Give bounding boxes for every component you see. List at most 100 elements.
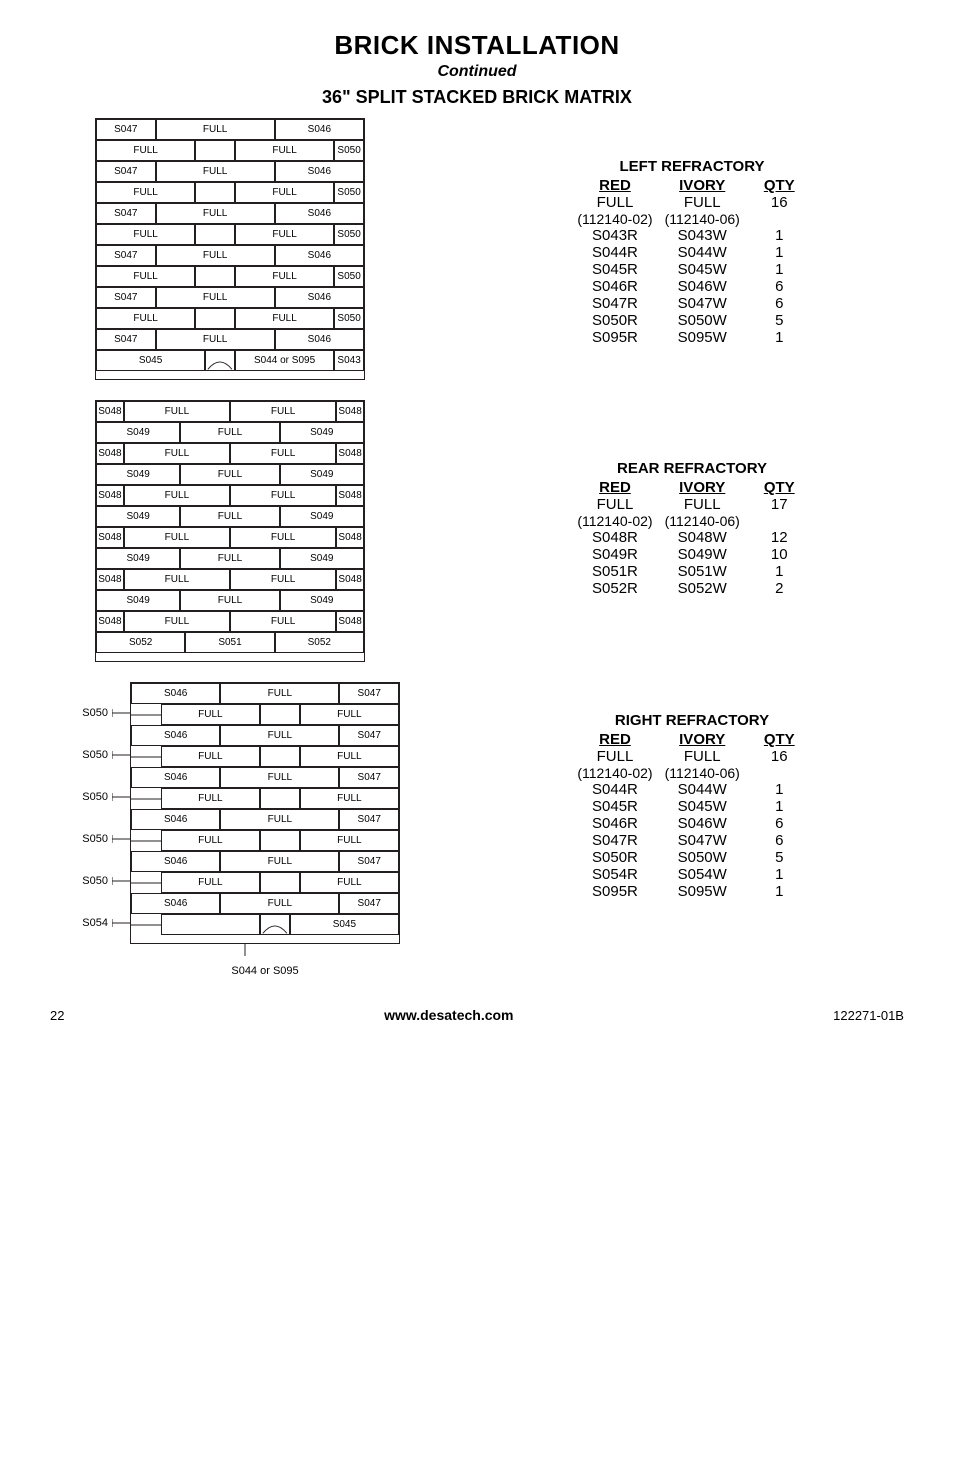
col-header: IVORY [659,479,746,496]
table-cell: S095R [571,329,658,346]
table-cell: S049W [659,546,746,563]
table-cell: S046R [571,815,658,832]
brick-cell: S047 [339,851,399,872]
brick-cell: S049 [96,464,180,485]
brick-cell: FULL [220,809,339,830]
brick-cell: S046 [131,725,220,746]
table-cell: FULL [659,194,746,211]
table-cell: S043R [571,227,658,244]
brick-cell [260,788,300,809]
brick-cell: FULL [235,182,334,203]
brick-cell: FULL [96,308,195,329]
brick-cell: FULL [230,611,336,632]
brick-cell: FULL [161,830,260,851]
rear-brick-panel: S048FULLFULLS048S049FULLS049S048FULLFULL… [95,400,365,662]
table-cell: (112140-02) [571,513,658,529]
side-label: S050 [60,787,108,808]
side-label: S054 [60,913,108,934]
brick-cell: FULL [156,119,275,140]
brick-cell: S050 [334,140,364,161]
table-cell: S095W [659,883,746,900]
brick-cell: FULL [230,401,336,422]
table-cell: S048R [571,529,658,546]
brick-cell: FULL [235,140,334,161]
table-cell: 1 [746,329,813,346]
subtitle: 36" SPLIT STACKED BRICK MATRIX [50,87,904,108]
table-cell: S050R [571,849,658,866]
brick-cell: FULL [161,704,260,725]
brick-cell: FULL [300,788,399,809]
brick-cell: FULL [124,401,230,422]
brick-cell: S050 [334,266,364,287]
brick-cell: FULL [161,746,260,767]
left-brick-panel: S047FULLS046FULLFULLS050S047FULLS046FULL… [95,118,365,380]
arch-pointer [130,944,400,963]
col-header: QTY [746,177,813,194]
table-cell: S051W [659,563,746,580]
table-cell: S046W [659,815,746,832]
right-refractory-table: RIGHT REFRACTORYREDIVORYQTYFULLFULL16(11… [480,712,904,900]
brick-cell: S048 [96,527,124,548]
table-cell: 6 [746,815,813,832]
brick-cell: FULL [180,422,279,443]
table-cell: FULL [571,496,658,513]
brick-cell: FULL [124,485,230,506]
brick-cell: S048 [96,569,124,590]
table-cell: FULL [571,194,658,211]
table-cell: S050W [659,312,746,329]
table-cell: (112140-06) [659,211,746,227]
brick-cell: S046 [131,809,220,830]
brick-cell [205,350,235,371]
side-label: S050 [60,745,108,766]
brick-cell: S047 [96,329,156,350]
brick-cell: FULL [156,287,275,308]
table-cell: 1 [746,883,813,900]
brick-cell: S046 [131,683,220,704]
brick-cell: S049 [280,464,364,485]
brick-cell: S052 [275,632,364,653]
brick-cell: FULL [300,872,399,893]
table-cell: S052W [659,580,746,597]
brick-cell: S047 [96,203,156,224]
right-brick-panel: S046FULLS047FULLFULLS046FULLS047FULLFULL… [130,682,400,944]
arch-label: S044 or S095 [130,965,400,977]
table-cell: S051R [571,563,658,580]
brick-cell: S046 [275,329,364,350]
brick-cell: S047 [339,725,399,746]
side-label: S050 [60,703,108,724]
brick-cell: S048 [336,443,364,464]
brick-cell: FULL [124,527,230,548]
brick-cell [131,872,161,893]
brick-cell: S049 [280,590,364,611]
brick-cell: S047 [339,893,399,914]
table-cell: 16 [746,194,813,211]
col-header: RED [571,177,658,194]
table-cell: 1 [746,563,813,580]
table-cell: 17 [746,496,813,513]
brick-cell: S047 [96,119,156,140]
brick-cell: S049 [96,590,180,611]
brick-cell [131,788,161,809]
panel3-side-labels: S050S050S050S050S050S054 [60,682,112,934]
table-cell: 6 [746,278,813,295]
brick-cell: S049 [280,548,364,569]
brick-cell: S048 [96,401,124,422]
brick-cell: S048 [336,611,364,632]
brick-cell [260,914,290,935]
brick-cell: S047 [339,809,399,830]
brick-cell: FULL [156,329,275,350]
brick-cell: FULL [235,266,334,287]
col-header: RED [571,731,658,748]
brick-cell: S045 [290,914,399,935]
table-cell: (112140-02) [571,765,658,781]
brick-cell: S049 [280,506,364,527]
brick-cell [131,830,161,851]
table-cell: S044W [659,244,746,261]
brick-cell: S046 [131,893,220,914]
table-cell: S045R [571,798,658,815]
brick-cell: FULL [230,527,336,548]
brick-cell: FULL [156,245,275,266]
brick-cell [195,140,235,161]
brick-cell: S048 [336,401,364,422]
brick-cell: S047 [339,767,399,788]
